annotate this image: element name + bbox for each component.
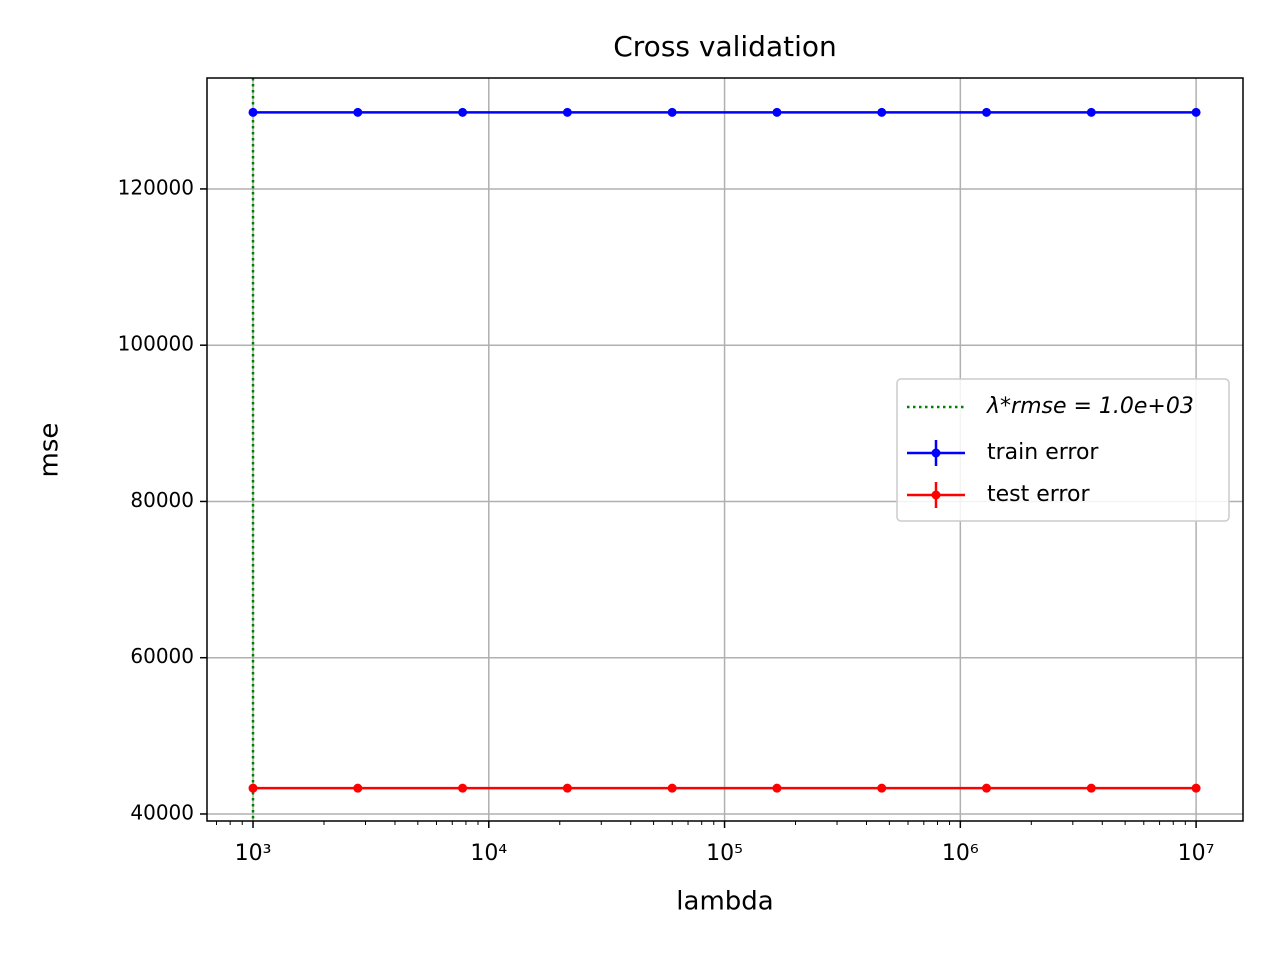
data-point (1086, 107, 1096, 117)
x-tick-label: 10⁶ (942, 841, 979, 866)
y-tick-label: 80000 (130, 488, 194, 512)
data-point (877, 783, 887, 793)
x-axis-label: lambda (676, 887, 773, 917)
data-point (772, 107, 782, 117)
legend-label: train error (987, 440, 1099, 465)
data-point (982, 783, 992, 793)
data-point (772, 783, 782, 793)
plot-frame (206, 77, 1244, 822)
data-point (458, 107, 468, 117)
data-point (353, 783, 363, 793)
x-tick-label: 10⁷ (1178, 841, 1215, 866)
x-tick-label: 10⁵ (706, 841, 743, 866)
legend-label: λ*rmse = 1.0e+03 (986, 394, 1194, 419)
data-point (458, 783, 468, 793)
x-tick-label: 10³ (235, 841, 272, 866)
y-axis-label: mse (35, 423, 65, 478)
data-point (248, 107, 258, 117)
legend-label: test error (987, 482, 1090, 507)
data-point (667, 107, 677, 117)
y-tick-label: 60000 (130, 644, 194, 668)
data-point (562, 107, 572, 117)
legend-box (896, 378, 1230, 522)
legend-marker (931, 490, 941, 500)
chart-title: Cross validation (613, 30, 837, 63)
data-point (1191, 783, 1201, 793)
x-tick-label: 10⁴ (470, 841, 507, 866)
data-point (667, 783, 677, 793)
data-point (248, 783, 258, 793)
legend: λ*rmse = 1.0e+03 train error test error (896, 378, 1230, 522)
data-point (1191, 107, 1201, 117)
data-point (353, 107, 363, 117)
data-point (982, 107, 992, 117)
data-point (877, 107, 887, 117)
data-point (562, 783, 572, 793)
y-tick-label: 120000 (118, 175, 194, 199)
y-tick-label: 40000 (130, 800, 194, 824)
legend-marker (931, 448, 941, 458)
data-point (1086, 783, 1096, 793)
y-tick-label: 100000 (118, 332, 194, 356)
